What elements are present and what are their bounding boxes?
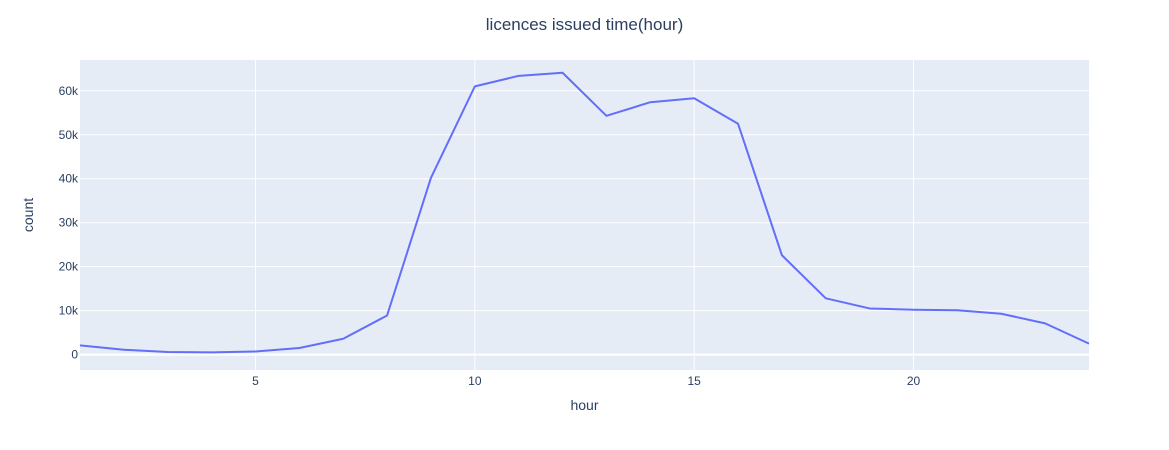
data-point[interactable]: [472, 83, 478, 89]
data-point[interactable]: [428, 175, 434, 181]
data-point[interactable]: [1042, 320, 1048, 326]
data-point[interactable]: [998, 311, 1004, 317]
data-point[interactable]: [560, 70, 566, 76]
data-point[interactable]: [209, 349, 215, 355]
data-point[interactable]: [911, 307, 917, 313]
data-point[interactable]: [779, 252, 785, 258]
data-point[interactable]: [296, 345, 302, 351]
data-point[interactable]: [954, 307, 960, 313]
data-point[interactable]: [603, 113, 609, 119]
data-point[interactable]: [867, 305, 873, 311]
data-point[interactable]: [823, 295, 829, 301]
data-point[interactable]: [516, 73, 522, 79]
x-tick-label: 20: [907, 374, 921, 388]
x-tick-label: 5: [252, 374, 259, 388]
y-axis-title: count: [20, 198, 36, 232]
data-point[interactable]: [165, 349, 171, 355]
chart-title: licences issued time(hour): [486, 15, 683, 34]
x-axis-title: hour: [570, 397, 598, 413]
y-tick-label: 10k: [59, 304, 79, 318]
data-point[interactable]: [647, 99, 653, 105]
y-tick-label: 0: [71, 348, 78, 362]
y-tick-label: 20k: [59, 260, 79, 274]
data-point[interactable]: [691, 95, 697, 101]
y-tick-label: 30k: [59, 216, 79, 230]
series-line: [79, 71, 1090, 354]
x-tick-label: 10: [468, 374, 482, 388]
grid-lines: [80, 60, 1089, 370]
data-point[interactable]: [1086, 341, 1092, 347]
data-point[interactable]: [121, 347, 127, 353]
y-tick-label: 50k: [59, 128, 79, 142]
data-point[interactable]: [252, 349, 258, 355]
data-point[interactable]: [384, 312, 390, 318]
y-tick-label: 60k: [59, 84, 79, 98]
tick-labels: 5 10 15 20 0 10k 20k 30k 40k 50k 60k: [59, 84, 921, 388]
x-tick-label: 15: [687, 374, 701, 388]
data-point[interactable]: [735, 121, 741, 127]
data-point[interactable]: [340, 336, 346, 342]
y-tick-label: 40k: [59, 172, 79, 186]
plot-area: [80, 60, 1089, 370]
series-layer: [79, 70, 1092, 355]
